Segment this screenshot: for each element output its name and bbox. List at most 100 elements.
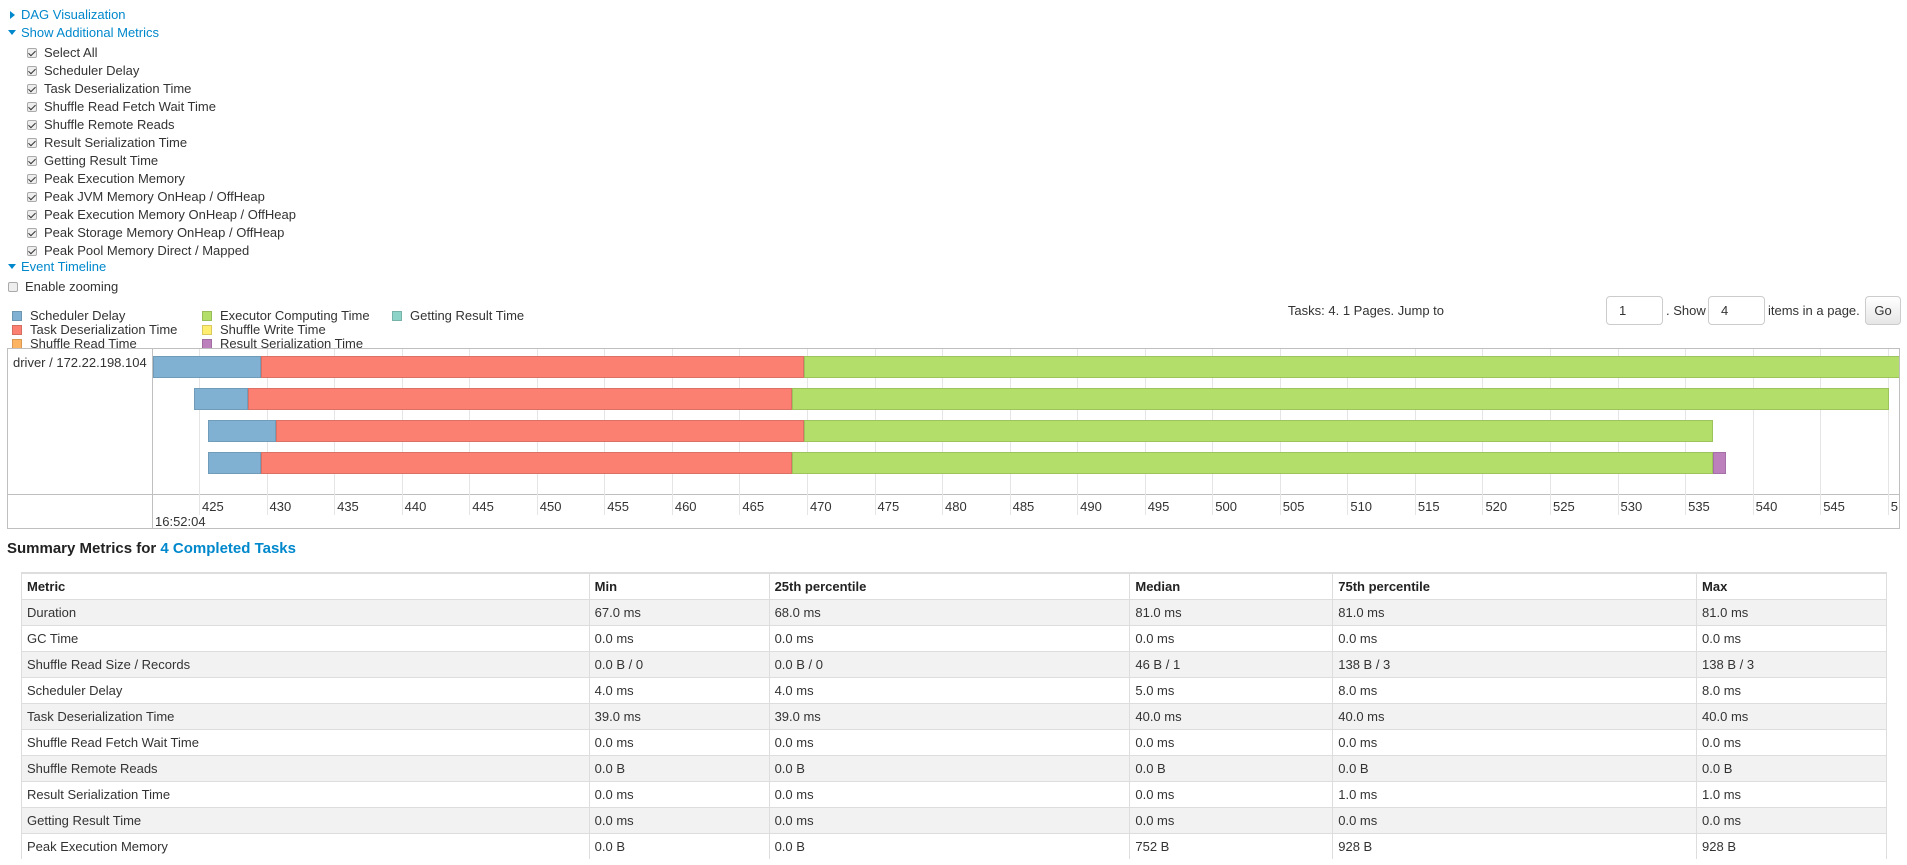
table-cell: 1.0 ms bbox=[1332, 781, 1698, 808]
task-bar-segment[interactable] bbox=[804, 420, 1714, 442]
table-cell: 0.0 B bbox=[588, 833, 770, 859]
axis-tick-label: 435 bbox=[337, 499, 359, 514]
enable-zooming-checkbox[interactable]: Enable zooming bbox=[8, 278, 118, 296]
table-cell: 0.0 B bbox=[1129, 755, 1334, 782]
metric-checkbox-peak-storage-memory-onheap-offheap[interactable]: Peak Storage Memory OnHeap / OffHeap bbox=[27, 224, 296, 242]
collapse-arrow-icon bbox=[8, 264, 16, 269]
table-cell: 0.0 ms bbox=[1332, 729, 1698, 756]
checkbox-icon[interactable] bbox=[27, 84, 37, 94]
task-bar-segment[interactable] bbox=[792, 452, 1714, 474]
table-cell: 0.0 B bbox=[768, 755, 1131, 782]
pagination-prefix: Tasks: 4. 1 Pages. Jump to bbox=[1287, 303, 1444, 318]
metric-checkbox-peak-jvm-memory-onheap-offheap[interactable]: Peak JVM Memory OnHeap / OffHeap bbox=[27, 188, 296, 206]
checkbox-icon[interactable] bbox=[27, 138, 37, 148]
table-row: Duration 67.0 ms 68.0 ms 81.0 ms 81.0 ms 81.0… bbox=[21, 599, 1887, 626]
task-bar-segment[interactable] bbox=[276, 420, 805, 442]
event-timeline-toggle[interactable]: Event Timeline bbox=[8, 259, 106, 274]
legend-item: Shuffle Write Time bbox=[202, 323, 326, 337]
checkbox-icon[interactable] bbox=[27, 192, 37, 202]
table-cell: 40.0 ms bbox=[1332, 703, 1698, 730]
go-button[interactable]: Go bbox=[1865, 296, 1901, 325]
task-bar-segment[interactable] bbox=[261, 452, 793, 474]
column-header: Metric bbox=[21, 572, 590, 600]
dag-visualization-toggle[interactable]: DAG Visualization bbox=[10, 7, 126, 22]
task-bar-segment[interactable] bbox=[792, 388, 1890, 410]
task-bar-segment[interactable] bbox=[208, 420, 276, 442]
completed-tasks-link[interactable]: 4 Completed Tasks bbox=[160, 540, 296, 557]
checkbox-icon[interactable] bbox=[27, 210, 37, 220]
checkbox-icon[interactable] bbox=[27, 174, 37, 184]
table-cell: 0.0 B bbox=[1696, 755, 1887, 782]
checkbox-icon[interactable] bbox=[27, 246, 37, 256]
table-cell: 0.0 ms bbox=[1129, 807, 1334, 834]
table-cell: 4.0 ms bbox=[588, 677, 770, 704]
metric-checkbox-scheduler-delay[interactable]: Scheduler Delay bbox=[27, 62, 296, 80]
show-label: . Show bbox=[1666, 303, 1706, 318]
axis-tick-label: 460 bbox=[674, 499, 697, 514]
task-bar-segment[interactable] bbox=[247, 388, 793, 410]
checkbox-icon[interactable] bbox=[27, 120, 37, 130]
task-bar-segment[interactable] bbox=[208, 452, 262, 474]
task-bar-segment[interactable] bbox=[261, 356, 805, 378]
column-header: 75th percentile bbox=[1332, 572, 1698, 600]
additional-metrics-list: Select All Scheduler Delay Task Deserializ… bbox=[27, 44, 296, 260]
table-cell: 46 B / 1 bbox=[1129, 651, 1334, 678]
metric-checkbox-shuffle-read-fetch-wait-time[interactable]: Shuffle Read Fetch Wait Time bbox=[27, 98, 296, 116]
legend-item: Executor Computing Time bbox=[202, 309, 370, 323]
checkbox-icon[interactable] bbox=[27, 156, 37, 166]
axis-tick-label: 430 bbox=[269, 499, 292, 514]
axis-tick-label: 495 bbox=[1147, 499, 1170, 514]
summary-title: Summary Metrics for 4 Completed Tasks bbox=[7, 540, 296, 557]
axis-tick-label: 505 bbox=[1282, 499, 1305, 514]
axis-tick-label: 545 bbox=[1823, 499, 1845, 514]
checkbox-icon[interactable] bbox=[27, 66, 37, 76]
table-cell: 0.0 ms bbox=[588, 781, 770, 808]
checkbox-icon[interactable] bbox=[27, 102, 37, 112]
table-cell: 8.0 ms bbox=[1696, 677, 1887, 704]
checkbox-icon[interactable] bbox=[27, 228, 37, 238]
table-cell: 0.0 B bbox=[1332, 755, 1698, 782]
jump-to-page-input[interactable] bbox=[1606, 296, 1663, 325]
summary-metrics-table: Metric Min 25th percentile Median 75th perce… bbox=[21, 572, 1887, 859]
table-cell: 0.0 B / 0 bbox=[588, 651, 770, 678]
metric-checkbox-select-all[interactable]: Select All bbox=[27, 44, 296, 62]
table-cell: 0.0 ms bbox=[1696, 625, 1887, 652]
metric-checkbox-peak-execution-memory-onheap-offheap[interactable]: Peak Execution Memory OnHeap / OffHeap bbox=[27, 206, 296, 224]
table-cell: 928 B bbox=[1332, 833, 1698, 859]
table-cell: 0.0 ms bbox=[1129, 729, 1334, 756]
axis-tick-label: 500 bbox=[1215, 499, 1237, 514]
metric-checkbox-peak-execution-memory[interactable]: Peak Execution Memory bbox=[27, 170, 296, 188]
table-cell: 81.0 ms bbox=[1332, 599, 1698, 626]
legend-swatch bbox=[12, 311, 22, 321]
table-cell: 0.0 ms bbox=[768, 807, 1131, 834]
grid-line bbox=[1887, 349, 1889, 515]
axis-tick-label: 465 bbox=[742, 499, 765, 514]
checkbox-icon[interactable] bbox=[8, 282, 18, 292]
axis-tick-label: 515 bbox=[1417, 499, 1440, 514]
metric-checkbox-getting-result-time[interactable]: Getting Result Time bbox=[27, 152, 296, 170]
page-size-input[interactable] bbox=[1708, 296, 1765, 325]
table-cell: Getting Result Time bbox=[21, 807, 590, 834]
column-header: 25th percentile bbox=[768, 572, 1131, 600]
axis-tick-label: 510 bbox=[1350, 499, 1373, 514]
task-bar-segment[interactable] bbox=[1713, 452, 1726, 474]
task-bar-segment[interactable] bbox=[193, 388, 248, 410]
task-bar-segment[interactable] bbox=[153, 356, 262, 378]
show-additional-metrics-toggle[interactable]: Show Additional Metrics bbox=[8, 25, 159, 40]
checkbox-icon[interactable] bbox=[27, 48, 37, 58]
table-cell: 81.0 ms bbox=[1696, 599, 1887, 626]
table-cell: 40.0 ms bbox=[1129, 703, 1334, 730]
metric-checkbox-shuffle-remote-reads[interactable]: Shuffle Remote Reads bbox=[27, 116, 296, 134]
metric-checkbox-task-deserialization-time[interactable]: Task Deserialization Time bbox=[27, 80, 296, 98]
axis-tick-label: 490 bbox=[1080, 499, 1102, 514]
legend-item: Getting Result Time bbox=[392, 309, 524, 323]
metric-checkbox-result-serialization-time[interactable]: Result Serialization Time bbox=[27, 134, 296, 152]
metric-checkbox-peak-pool-memory-direct-mapped[interactable]: Peak Pool Memory Direct / Mapped bbox=[27, 242, 296, 260]
expand-arrow-icon bbox=[10, 11, 15, 19]
axis-tick-label: 530 bbox=[1620, 499, 1643, 514]
table-cell: 138 B / 3 bbox=[1332, 651, 1698, 678]
table-row: Task Deserialization Time 39.0 ms 39.0 ms 4… bbox=[21, 703, 1887, 730]
event-timeline-chart[interactable]: driver / 172.22.198.104 425 430 435 440 445 4… bbox=[7, 348, 1900, 529]
table-cell: 0.0 B / 0 bbox=[768, 651, 1131, 678]
task-bar-segment[interactable] bbox=[804, 356, 1899, 378]
